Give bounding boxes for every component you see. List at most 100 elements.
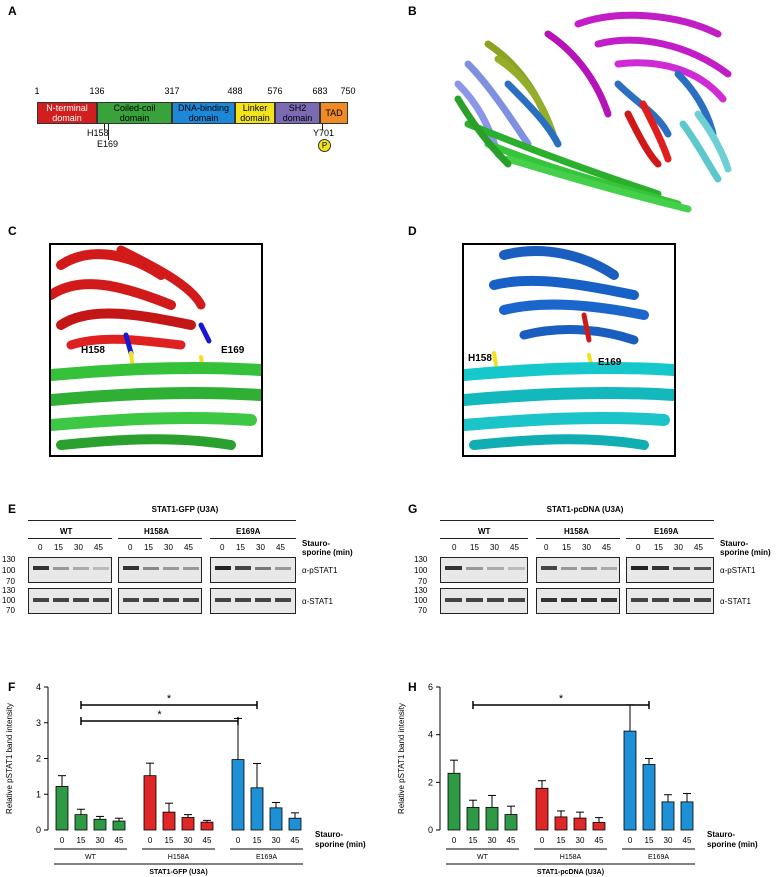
y-tick-label: 1 [36,789,41,799]
x-tick-label: 45 [595,836,604,845]
bar [269,807,283,831]
group-label: E169A [256,854,277,861]
mw-marker: 100 [414,566,428,575]
bar [74,814,88,831]
antibody-label: α-pSTAT1 [720,566,756,575]
time-label: 0 [38,543,43,552]
x-tick-label: 15 [557,836,566,845]
time-label: 45 [510,543,519,552]
x-tick-label: 30 [576,836,585,845]
time-label: 45 [94,543,103,552]
significance-star: * [559,693,564,705]
blot-band-panel [440,557,528,583]
blot-e-divider [28,520,296,521]
domain-coiled-coil: Coiled-coil domain [97,102,172,124]
residue-label-e169: E169 [598,357,622,368]
bar [447,772,461,831]
y-tick-label: 6 [428,682,433,692]
x-tick-label: 30 [272,836,281,845]
bar [112,820,126,831]
bar [200,821,214,831]
mw-marker: 130 [2,586,16,595]
x-tick-label: 15 [253,836,262,845]
x-tick-label: 15 [645,836,654,845]
domain-sh2: SH2 domain [275,102,320,124]
bar-chart-h: 0 2 4 6 Relative pSTAT1 band intensity 0 15 30 4… [397,682,758,876]
domain-tick: 576 [267,86,283,96]
residue-label-h158: H158 [468,353,492,364]
site-marker [322,124,323,130]
bar [485,806,499,831]
panel-label-f: F [8,680,16,694]
bar [231,759,245,831]
panel-label-g: G [408,502,418,516]
bar [466,806,480,831]
mw-marker: 70 [6,577,15,586]
y-axis-label: Relative pSTAT1 band intensity [5,703,14,814]
time-label: 30 [582,543,591,552]
blot-band-panel [626,588,714,614]
panel-label-c: C [8,224,17,238]
time-label: 0 [544,543,549,552]
domain-tick: 683 [312,86,328,96]
group-label: WT [60,527,73,536]
phospho-icon: P [318,139,331,152]
domain-n-terminal: N-terminal domain [37,102,97,124]
blot-e-title: STAT1-GFP (U3A) [151,505,219,514]
x-tick-label: 15 [469,836,478,845]
time-label: 30 [490,543,499,552]
domain-dna-binding: DNA-binding domain [172,102,235,124]
group-label: E169A [236,527,261,536]
site-e169: E169 [97,139,119,149]
time-label: 30 [674,543,683,552]
blot-g-divider [440,520,714,521]
x-tick-label: 45 [291,836,300,845]
bar [554,816,568,831]
bar [623,730,637,831]
y-tick-label: 2 [428,777,433,787]
bar [504,814,518,831]
significance-star: * [157,709,162,721]
mw-marker: 70 [418,606,427,615]
time-label: 0 [220,543,225,552]
bar [642,764,656,831]
time-label: 30 [256,543,265,552]
panel-label-b: B [408,4,417,18]
chart-footer: STAT1-pcDNA (U3A) [537,869,604,876]
blot-band-panel [210,557,296,583]
y-tick-label: 2 [36,754,41,764]
bar [181,817,195,831]
mw-marker: 130 [414,586,428,595]
x-axis-label: Stauro- [707,830,735,839]
mw-marker: 130 [414,555,428,564]
x-tick-label: 15 [165,836,174,845]
time-label: 45 [602,543,611,552]
blot-g-divider [536,538,620,539]
x-tick-label: 30 [488,836,497,845]
structure-image-c [51,245,261,450]
x-tick-label: 0 [60,836,65,845]
time-label: 45 [276,543,285,552]
time-label: 0 [636,543,641,552]
mw-marker: 130 [2,555,16,564]
antibody-label: α-STAT1 [720,597,751,606]
bar [661,801,675,831]
y-tick-label: 0 [428,825,433,835]
group-label: H158A [168,854,190,861]
residue-label-e169: E169 [221,345,245,356]
bar-chart-f: 0 1 2 3 4 Relative pSTAT1 band intensity 0 15 30… [5,682,366,876]
bar [573,817,587,831]
blot-band-panel [28,588,112,614]
blot-e-divider [118,538,202,539]
structure-image-d [464,246,674,450]
residue-label-h158: H158 [81,345,105,356]
time-label: 45 [184,543,193,552]
group-label: E169A [654,527,679,536]
domain-tick: 136 [89,86,105,96]
x-tick-label: 15 [77,836,86,845]
group-label: WT [85,854,97,861]
y-axis-label: Relative pSTAT1 band intensity [397,703,406,814]
blot-band-panel [210,588,296,614]
x-tick-label: 30 [96,836,105,845]
structure-panel-c: H158 E169 [49,243,263,457]
